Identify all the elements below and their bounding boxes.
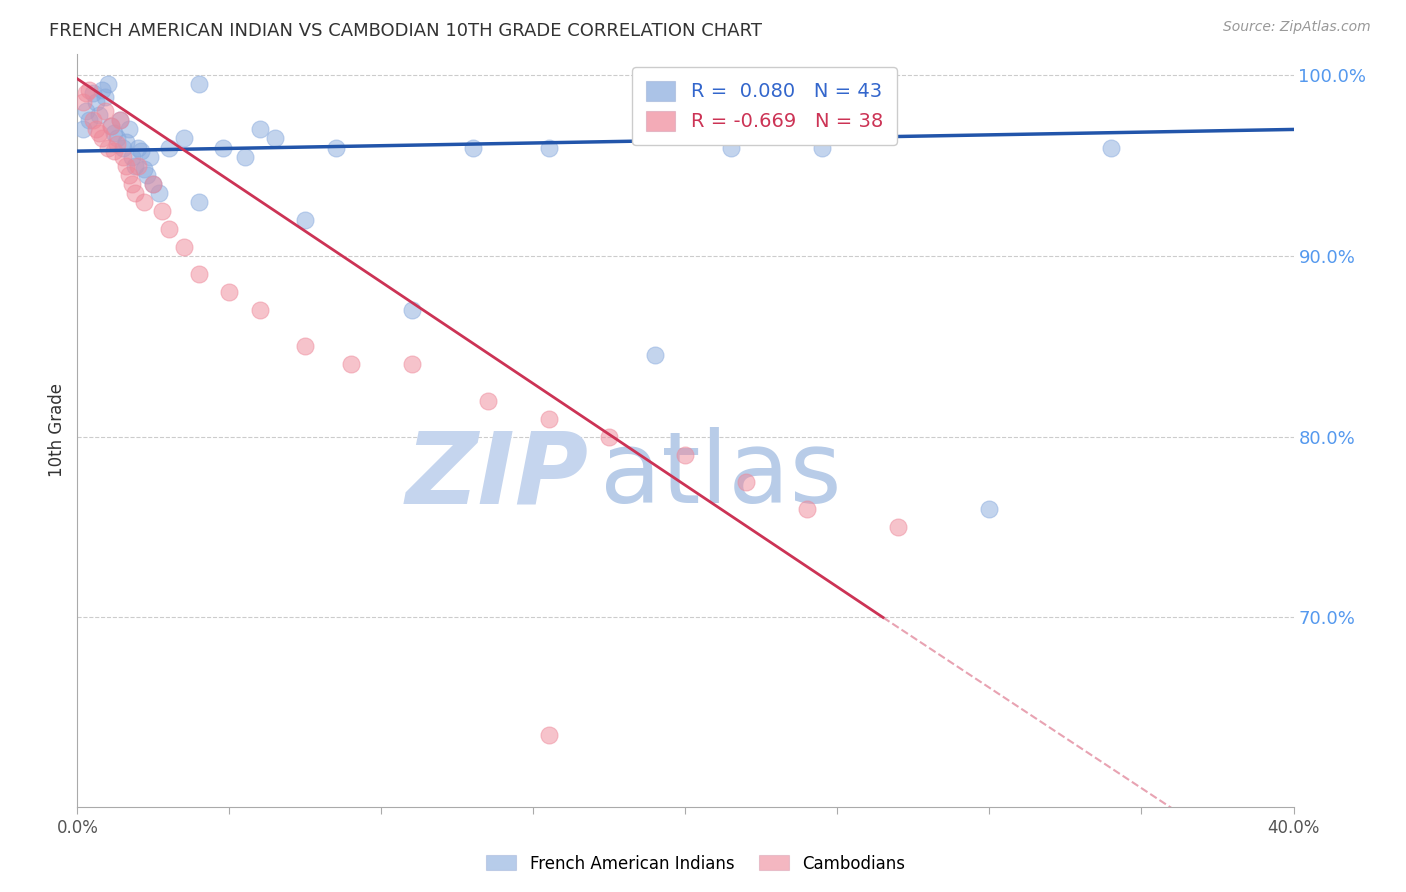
Point [129,144,152,158]
Point [111,140,134,154]
Point [100,119,122,133]
Point [811,140,834,154]
Point [124,159,146,173]
Point [720,140,742,154]
Point [598,430,620,444]
Point [111,150,134,164]
Point [97,77,120,91]
Point [82,113,104,128]
Text: Source: ZipAtlas.com: Source: ZipAtlas.com [1223,20,1371,34]
Point [79,113,101,128]
Point [401,303,423,318]
Point [87,126,110,140]
Point [249,303,271,318]
Point [735,475,758,489]
Point [108,113,131,128]
Text: ZIP: ZIP [405,427,588,524]
Point [173,240,195,254]
Point [218,285,240,299]
Point [152,203,174,218]
Point [294,212,316,227]
Point [105,131,128,145]
Point [72,95,94,110]
Point [294,339,316,353]
Point [796,502,818,516]
Point [173,131,195,145]
Point [157,222,180,236]
Point [139,150,162,164]
Point [124,186,146,200]
Point [979,502,1001,516]
Point [477,393,499,408]
Point [537,411,560,425]
Point [72,122,94,136]
Point [121,150,143,164]
Point [118,122,141,136]
Point [188,267,211,281]
Point [87,108,110,122]
Point [103,126,125,140]
Point [82,87,104,101]
Legend: R =  0.080   N = 43, R = -0.669   N = 38: R = 0.080 N = 43, R = -0.669 N = 38 [633,67,897,145]
Point [105,136,128,151]
Point [84,122,107,136]
Point [233,150,256,164]
Point [887,520,910,534]
Point [93,90,115,104]
Point [675,448,697,462]
Point [401,358,423,372]
Text: FRENCH AMERICAN INDIAN VS CAMBODIAN 10TH GRADE CORRELATION CHART: FRENCH AMERICAN INDIAN VS CAMBODIAN 10TH… [49,22,762,40]
Point [136,168,159,182]
Point [188,194,211,209]
Point [93,104,115,119]
Point [108,113,131,128]
Point [1099,140,1122,154]
Point [134,162,156,177]
Point [127,140,149,154]
Point [121,177,143,191]
Point [644,348,666,362]
Point [340,358,363,372]
Point [79,83,101,97]
Point [461,140,484,154]
Point [84,95,107,110]
Point [148,186,170,200]
Point [115,159,138,173]
Point [100,119,122,133]
Point [90,131,112,145]
Point [75,87,97,101]
Point [537,728,560,742]
Point [325,140,347,154]
Point [103,144,125,158]
Text: atlas: atlas [600,427,842,524]
Point [264,131,287,145]
Point [97,140,120,154]
Point [118,168,141,182]
Point [157,140,180,154]
Point [249,122,271,136]
Legend: French American Indians, Cambodians: French American Indians, Cambodians [479,848,912,880]
Point [537,140,560,154]
Point [115,135,138,149]
Point [90,83,112,97]
Point [142,177,165,191]
Point [142,177,165,191]
Point [188,77,211,91]
Y-axis label: 10th Grade: 10th Grade [48,384,66,477]
Point [134,194,156,209]
Point [212,140,235,154]
Point [127,159,149,173]
Point [75,104,97,119]
